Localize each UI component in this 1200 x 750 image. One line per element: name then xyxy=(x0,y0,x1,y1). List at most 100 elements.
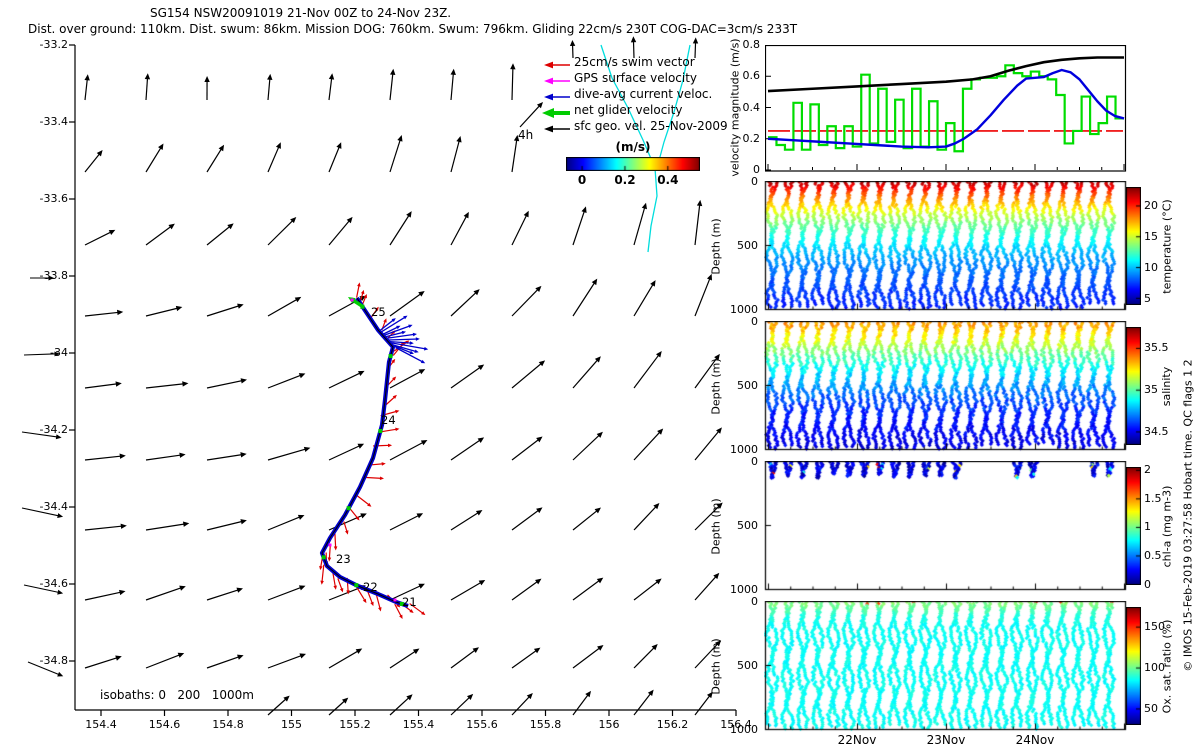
geo-velocity-arrow-head xyxy=(513,134,520,142)
geo-velocity-arrow xyxy=(206,379,245,389)
geo-velocity-arrow xyxy=(633,282,655,317)
geo-velocity-arrow xyxy=(633,353,661,389)
geo-velocity-arrow xyxy=(84,591,123,601)
geo-velocity-arrow xyxy=(145,224,173,246)
swim-vector xyxy=(349,508,359,520)
geo-velocity-arrow xyxy=(267,374,303,389)
chl-depth-tick-label: 1000 xyxy=(730,583,758,596)
geo-velocity-arrow-head xyxy=(594,507,601,514)
temperature-colorbar-tick-label: 15 xyxy=(1144,229,1158,243)
geo-velocity-arrow xyxy=(389,292,423,317)
map-x-tick-label: 155.4 xyxy=(402,718,435,731)
geo-velocity-arrow xyxy=(84,151,102,173)
geo-velocity-arrow-head xyxy=(473,289,480,296)
net-glider-mark xyxy=(388,354,393,359)
net-glider-mark xyxy=(360,304,365,309)
dive-avg-current-arrow-head xyxy=(403,315,408,320)
temperature-depth-tick-label: 0 xyxy=(751,175,758,188)
geo-velocity-arrow-head xyxy=(204,75,210,83)
geo-velocity-arrow xyxy=(389,584,423,601)
gps-fix-mark xyxy=(350,298,354,302)
velocity-axes-box xyxy=(765,45,1127,172)
net-glider-mark xyxy=(354,583,359,588)
geo-velocity-arrow-head xyxy=(477,364,485,371)
geo-velocity-arrow-head xyxy=(655,351,662,358)
geo-velocity-arrow-head xyxy=(706,691,713,699)
map-y-tick-label: -34.8 xyxy=(39,654,68,667)
figure-title-line2: Dist. over ground: 110km. Dist. swum: 86… xyxy=(28,22,798,36)
geo-velocity-arrow xyxy=(145,586,184,601)
dive-avg-current-arrow xyxy=(383,324,411,337)
dive-avg-current-arrow xyxy=(395,346,424,363)
swim-vector xyxy=(371,463,384,466)
chl-colorbar-tick-label: 2 xyxy=(1144,462,1151,476)
map-x-tick-label: 155.6 xyxy=(466,718,498,731)
geo-velocity-arrow xyxy=(572,433,602,461)
geo-velocity-arrow-head xyxy=(526,692,533,700)
map-colorbar-title: (m/s) xyxy=(615,140,651,154)
salinity-colorbar-label-box: salinity xyxy=(1158,322,1176,450)
geo-velocity-arrow-head xyxy=(267,73,273,81)
geo-velocity-arrow-head xyxy=(283,695,290,702)
map-colorbar-tick-label: 0 xyxy=(577,173,587,187)
net-glider-mark xyxy=(378,429,383,433)
geo-velocity-arrow-head xyxy=(182,381,189,387)
geo-velocity-arrow-head xyxy=(412,648,420,655)
swim-vector-head xyxy=(367,502,372,507)
geo-velocity-arrow xyxy=(389,649,418,669)
geo-velocity-arrow xyxy=(267,448,308,461)
geo-velocity-arrow-head xyxy=(536,436,543,443)
geo-velocity-arrow xyxy=(267,654,304,669)
geo-velocity-arrow-head xyxy=(158,143,164,151)
geo-velocity-arrow-head xyxy=(144,73,151,80)
salinity-depth-tick-label: 0 xyxy=(751,315,758,328)
glider-track xyxy=(319,296,409,608)
geo-velocity-arrow-head xyxy=(57,671,64,677)
geo-velocity-arrow-head xyxy=(692,37,699,44)
geo-velocity-arrow-head xyxy=(715,640,722,647)
geo-velocity-arrow xyxy=(84,311,121,317)
geo-velocity-arrow xyxy=(572,280,597,317)
dive-number-label: 22 xyxy=(363,580,378,594)
geo-velocity-arrow xyxy=(694,641,720,669)
temperature-ylabel: Depth (m) xyxy=(709,217,723,275)
geo-velocity-arrow xyxy=(84,656,120,669)
geo-velocity-arrow xyxy=(572,646,602,669)
swim-vector-head xyxy=(339,587,344,593)
dive-avg-current-arrow xyxy=(384,331,405,338)
geo-velocity-arrow xyxy=(572,209,586,246)
geo-velocity-arrow xyxy=(389,71,394,101)
oxygen-colorbar xyxy=(1126,607,1141,725)
geo-velocity-arrow xyxy=(206,224,232,246)
dive-avg-current-arrow-head xyxy=(412,332,417,337)
geo-velocity-arrow xyxy=(206,146,223,173)
geo-velocity-arrow-head xyxy=(416,513,424,519)
temperature-panel xyxy=(764,181,1127,312)
legend-item-net: net glider velocity xyxy=(540,102,728,118)
geo-velocity-arrow-head xyxy=(357,443,365,449)
map-x-tick-label: 154.6 xyxy=(148,718,181,731)
swim-vector-head xyxy=(399,614,403,619)
geo-velocity-arrow xyxy=(633,205,646,246)
geo-velocity-arrow-head xyxy=(55,434,62,440)
geo-velocity-arrow-head xyxy=(96,149,103,157)
geo-velocity-arrow-head xyxy=(240,452,247,458)
swim-vector-head xyxy=(391,358,396,364)
geo-velocity-arrow xyxy=(267,297,299,317)
geo-velocity-arrow-head xyxy=(706,273,712,281)
geo-velocity-arrow-head xyxy=(596,577,604,584)
chl-colorbar-tick-label: 1.5 xyxy=(1144,491,1162,505)
geo-velocity-arrow xyxy=(328,218,352,246)
net-glider-mark xyxy=(346,506,351,511)
legend-item-sfcgeo: sfc geo. vel. 25-Nov-2009 xyxy=(540,118,728,134)
geo-velocity-arrow-head xyxy=(328,73,335,80)
swim-vector-head xyxy=(379,476,384,481)
geo-velocity-arrow xyxy=(633,645,657,669)
svg xyxy=(544,125,570,133)
geo-velocity-arrow-head xyxy=(108,229,116,235)
salinity-depth-tick-label: 500 xyxy=(737,379,758,392)
map-colorbar xyxy=(566,157,700,171)
legend-label: sfc geo. vel. 25-Nov-2009 xyxy=(574,119,728,133)
geo-velocity-arrow xyxy=(27,661,61,676)
geo-velocity-arrow xyxy=(328,144,341,173)
